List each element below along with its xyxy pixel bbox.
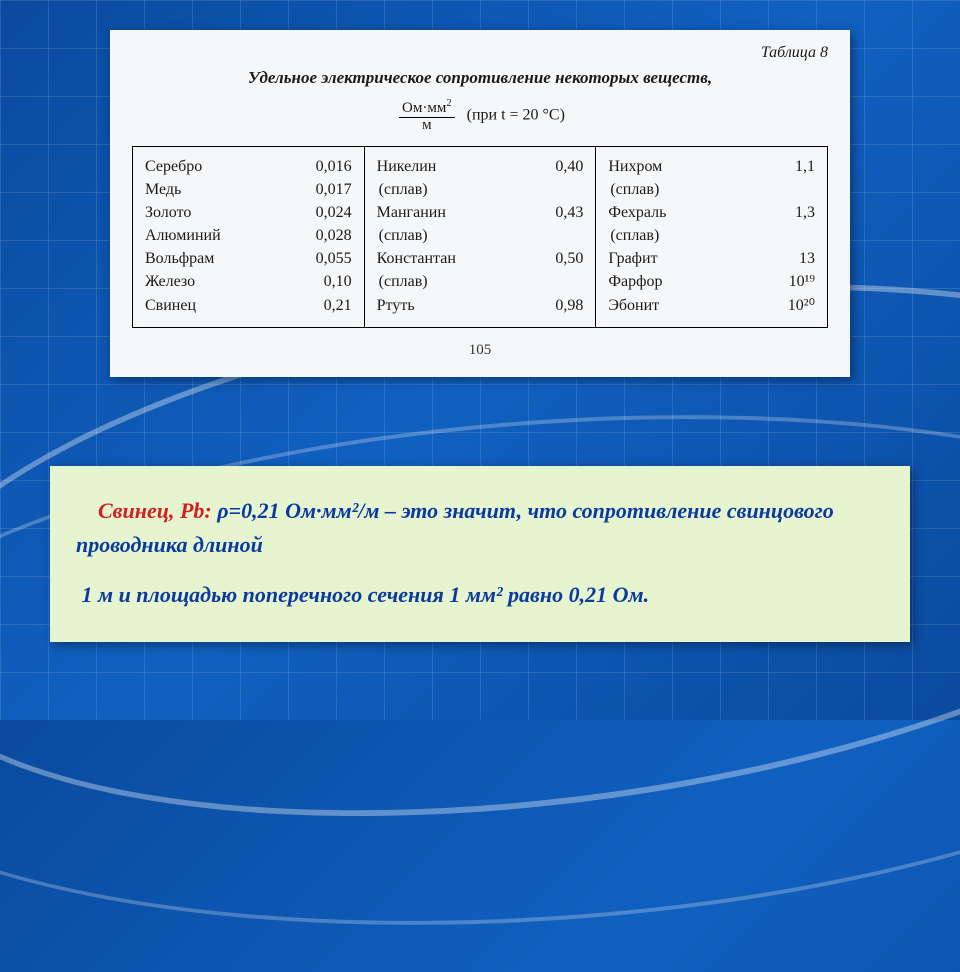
caption-line-1: Свинец, Pb: ρ=0,21 Ом·мм²/м – это значит… — [76, 494, 884, 562]
decorative-arc-2 — [0, 368, 960, 971]
table-row: (сплав) — [377, 178, 584, 201]
caption-line-2: 1 м и площадью поперечного сечения 1 мм²… — [76, 578, 884, 612]
table-row: Фехраль1,3 — [608, 201, 815, 224]
table-row: Медь0,017 — [145, 178, 352, 201]
table-row: Алюминий0,028 — [145, 224, 352, 247]
caption-card: Свинец, Pb: ρ=0,21 Ом·мм²/м – это значит… — [50, 466, 910, 642]
units-numerator: Ом·мм2 — [399, 98, 455, 118]
table-row: Ртуть0,98 — [377, 294, 584, 317]
table-row: Железо0,10 — [145, 270, 352, 293]
table-row: (сплав) — [608, 224, 815, 247]
resistivity-table-card: Таблица 8 Удельное электрическое сопроти… — [110, 30, 850, 377]
table-title: Удельное электрическое сопротивление нек… — [132, 68, 828, 88]
table-row: Вольфрам0,055 — [145, 247, 352, 270]
table-row: Серебро0,016 — [145, 155, 352, 178]
table-row: Фарфор10¹⁹ — [608, 270, 815, 293]
table-column-3: Нихром1,1 (сплав) Фехраль1,3 (сплав) Гра… — [596, 147, 828, 328]
table-column-1: Серебро0,016 Медь0,017 Золото0,024 Алюми… — [133, 147, 365, 328]
table-units: Ом·мм2 м (при t = 20 °C) — [132, 98, 828, 134]
caption-lead: Свинец, Pb: — [98, 498, 212, 523]
table-row: (сплав) — [377, 224, 584, 247]
table-row: Никелин0,40 — [377, 155, 584, 178]
units-fraction: Ом·мм2 м — [399, 98, 455, 134]
table-row: Константан0,50 — [377, 247, 584, 270]
table-row: (сплав) — [608, 178, 815, 201]
units-condition: (при t = 20 °C) — [467, 106, 565, 123]
page-number: 105 — [132, 342, 828, 359]
table-row: Свинец0,21 — [145, 294, 352, 317]
table-row: Эбонит10²⁰ — [608, 294, 815, 317]
table-row: Графит13 — [608, 247, 815, 270]
table-row: Манганин0,43 — [377, 201, 584, 224]
table-row: Золото0,024 — [145, 201, 352, 224]
table-number: Таблица 8 — [132, 44, 828, 62]
table-row: (сплав) — [377, 270, 584, 293]
data-grid: Серебро0,016 Медь0,017 Золото0,024 Алюми… — [132, 146, 828, 328]
units-denominator: м — [399, 118, 455, 134]
table-row: Нихром1,1 — [608, 155, 815, 178]
table-column-2: Никелин0,40 (сплав) Манганин0,43 (сплав)… — [365, 147, 597, 328]
